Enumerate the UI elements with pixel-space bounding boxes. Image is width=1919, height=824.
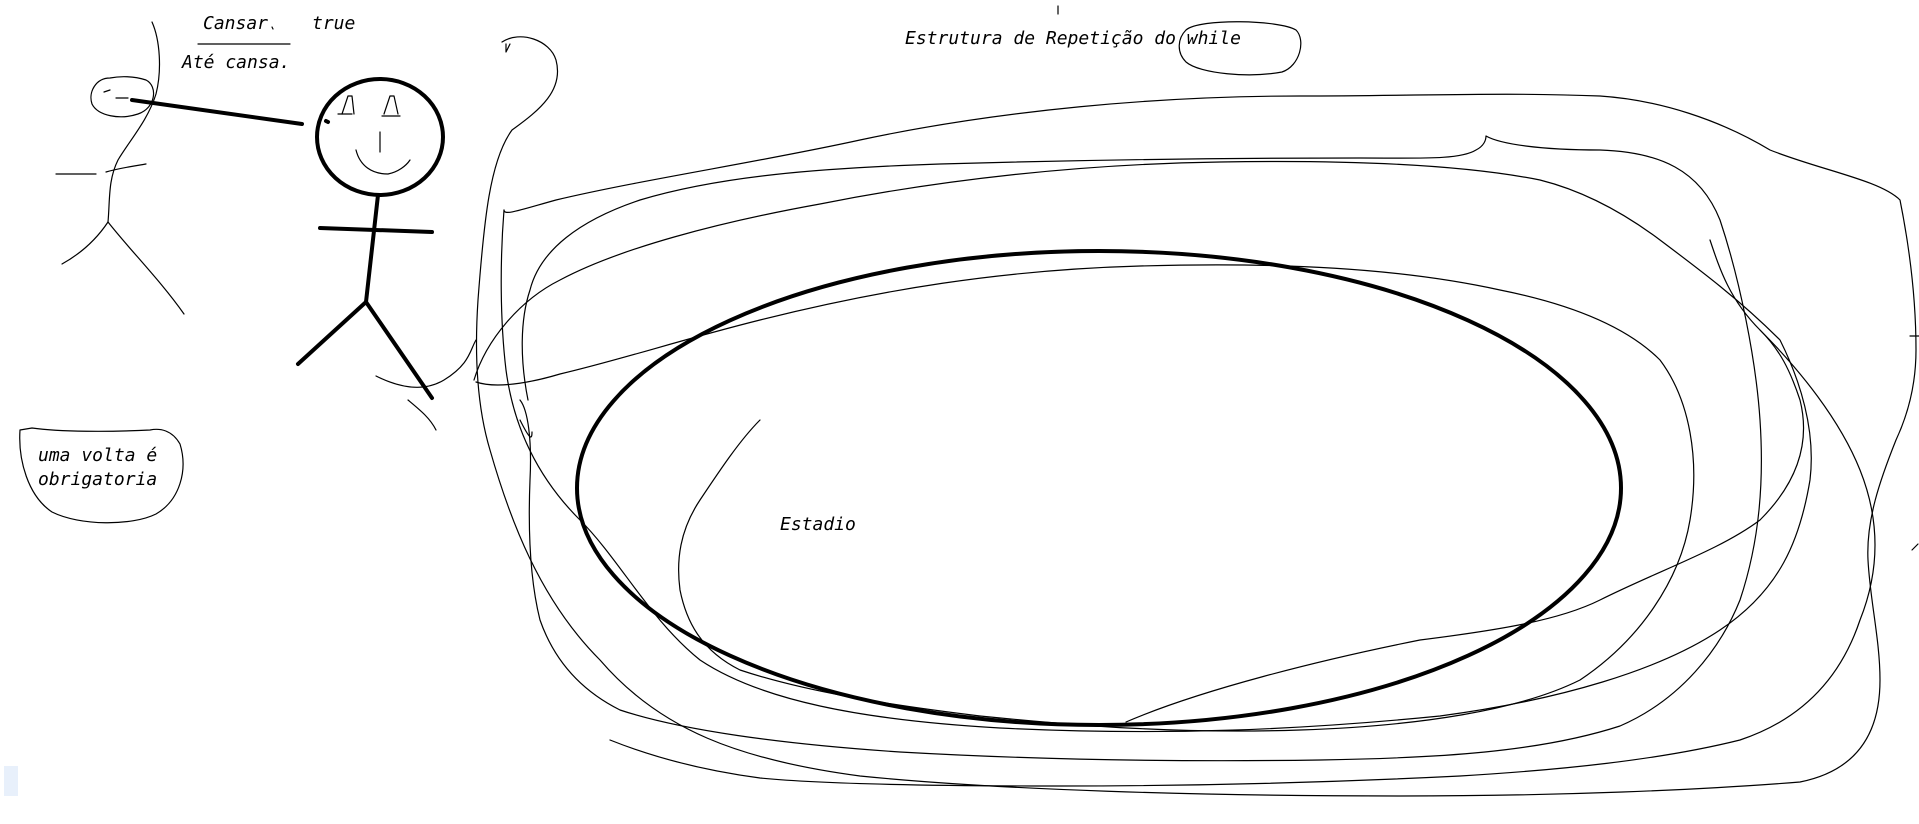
note-text-line2: obrigatoria [38,469,157,490]
note-text-line1: uma volta é [38,445,157,466]
running-path-loops [375,36,1919,797]
selection-marker [4,766,18,796]
stadium-ellipse [575,249,1623,727]
pointer-line [130,98,304,126]
speech-text-ate-cansa: Até cansa. [181,52,290,73]
sketch-figure-left [55,21,185,315]
diagram-title: Estrutura de Repetição do while [905,28,1241,49]
speech-text-cansar: Cansar [203,13,268,34]
stadium-label: Estadio [780,514,856,535]
speech-dot [271,26,274,30]
stick-figure [296,77,445,400]
title-bubble [1178,21,1302,76]
speech-text-true: true [312,13,355,34]
note-bubble [19,427,184,524]
